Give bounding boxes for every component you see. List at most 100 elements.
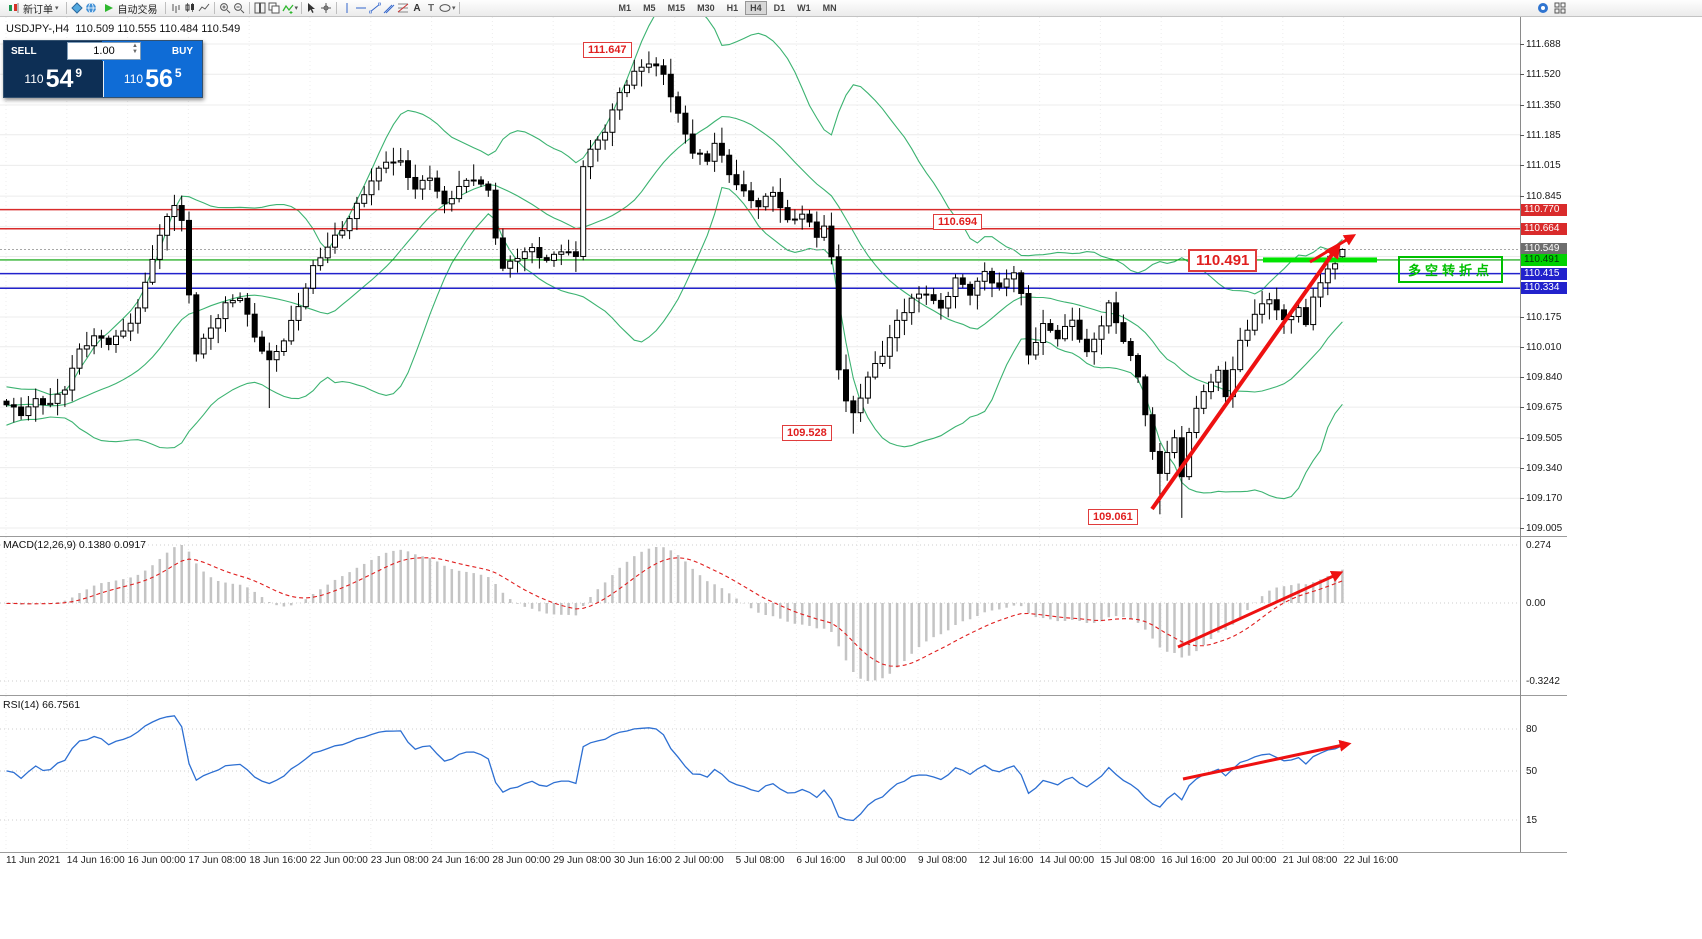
- price-annotation-label[interactable]: 111.647: [583, 42, 632, 59]
- trendline-tool[interactable]: [368, 2, 382, 15]
- candle: [1324, 268, 1331, 284]
- candle: [689, 133, 696, 154]
- pane-separator[interactable]: [0, 695, 1567, 696]
- volume-input[interactable]: 1.00 ▲ ▼: [67, 42, 141, 60]
- candle: [1069, 319, 1076, 327]
- candle: [302, 287, 309, 308]
- one-click-trading-panel[interactable]: SELL BUY 1.00 ▲ ▼ 110 54 9 110 56 5: [3, 40, 203, 98]
- candle: [580, 166, 587, 257]
- chevron-down-icon[interactable]: ▾: [294, 5, 299, 12]
- mql5-icon[interactable]: [70, 2, 84, 15]
- shapes-tool[interactable]: [438, 2, 452, 15]
- crosshair-button[interactable]: [319, 2, 333, 15]
- candle: [638, 66, 645, 72]
- new-order-button[interactable]: 新订单 ▾: [3, 1, 63, 16]
- buy-button[interactable]: 110 56 5: [102, 61, 202, 97]
- timeframe-button-H4[interactable]: H4: [745, 1, 767, 15]
- time-axis-label: 9 Jul 08:00: [918, 855, 967, 866]
- bar-chart-button[interactable]: [169, 2, 183, 15]
- pivot-highlight-segment[interactable]: [1263, 257, 1377, 263]
- price-annotation-label[interactable]: 110.694: [933, 214, 983, 231]
- zoom-in-button[interactable]: [218, 2, 232, 15]
- candle: [594, 139, 601, 150]
- line-chart-button[interactable]: [197, 2, 211, 15]
- candle: [558, 251, 565, 255]
- price-axis-tickmark: [1520, 74, 1524, 76]
- tile-windows-button[interactable]: [253, 2, 267, 15]
- grid-icon[interactable]: [1553, 1, 1567, 14]
- candle: [164, 216, 171, 236]
- timeframe-button-W1[interactable]: W1: [797, 3, 811, 13]
- time-axis-label: 11 Jun 2021: [6, 855, 61, 866]
- price-axis-tickmark: [1520, 377, 1524, 379]
- candle: [120, 330, 127, 337]
- text-tool[interactable]: A: [413, 2, 421, 14]
- price-annotation-label[interactable]: 109.528: [782, 424, 832, 441]
- candle: [952, 277, 959, 298]
- autotrading-button[interactable]: 自动交易: [98, 1, 162, 16]
- candle: [18, 406, 25, 417]
- price-axis-tick: 110.010: [1526, 341, 1562, 353]
- timeframe-button-M15[interactable]: M15: [667, 3, 686, 13]
- cursor-button[interactable]: [305, 2, 319, 15]
- indicators-button[interactable]: [281, 2, 295, 15]
- trend-arrow[interactable]: [1150, 242, 1341, 511]
- buy-price-pips: 56: [145, 64, 173, 93]
- macd-pane[interactable]: [0, 537, 1520, 695]
- price-annotation-label[interactable]: 110.491: [1188, 248, 1258, 272]
- trend-arrow[interactable]: [1309, 234, 1357, 264]
- candle: [405, 160, 411, 178]
- time-axis-label: 2 Jul 00:00: [674, 855, 724, 866]
- cascade-windows-button[interactable]: [267, 2, 281, 15]
- community-icon[interactable]: [1536, 1, 1550, 14]
- pivot-note-label[interactable]: 多空转折点: [1398, 256, 1504, 283]
- new-order-icon: [7, 2, 21, 15]
- timeframe-button-D1[interactable]: D1: [773, 3, 786, 13]
- trend-arrow[interactable]: [1177, 571, 1344, 649]
- candle: [441, 190, 448, 205]
- price-annotation-label[interactable]: 109.061: [1088, 508, 1138, 525]
- timeframe-button-M30[interactable]: M30: [697, 3, 715, 13]
- trend-arrow[interactable]: [1182, 739, 1352, 781]
- candle: [762, 195, 769, 208]
- candle: [981, 270, 988, 282]
- timeframe-button-MN[interactable]: MN: [822, 3, 837, 13]
- horizontal-line-tool[interactable]: [354, 2, 368, 15]
- candle: [171, 205, 178, 218]
- candle: [492, 189, 499, 239]
- time-axis-label: 8 Jul 00:00: [857, 855, 907, 866]
- price-chart-pane[interactable]: [0, 17, 1520, 536]
- candle: [1237, 339, 1244, 371]
- candlestick-chart-button[interactable]: [183, 2, 197, 15]
- price-axis-tick: 111.185: [1526, 129, 1561, 141]
- candle: [959, 277, 966, 285]
- chevron-down-icon[interactable]: ▾: [452, 5, 456, 12]
- macd-signal-line: [6, 557, 1343, 667]
- globe-icon[interactable]: [84, 2, 98, 15]
- candle: [748, 190, 755, 202]
- pane-separator[interactable]: [0, 536, 1567, 537]
- timeframe-button-M1[interactable]: M1: [618, 3, 632, 13]
- timeframe-button-M5[interactable]: M5: [643, 3, 656, 13]
- price-axis-tick: 109.840: [1526, 372, 1563, 384]
- label-tool[interactable]: T: [427, 2, 435, 14]
- candle: [543, 257, 550, 261]
- candle: [47, 402, 54, 406]
- timeframe-button-H1[interactable]: H1: [726, 3, 739, 13]
- fibonacci-tool[interactable]: [396, 2, 410, 15]
- candle: [1178, 437, 1185, 478]
- rsi-pane[interactable]: [0, 696, 1520, 852]
- sell-button[interactable]: 110 54 9: [4, 61, 103, 97]
- candle: [945, 296, 952, 309]
- channel-tool[interactable]: [382, 2, 396, 15]
- candle: [1244, 329, 1251, 341]
- candle: [1295, 307, 1302, 317]
- candle: [1149, 414, 1156, 452]
- candle: [806, 213, 813, 223]
- zoom-out-button[interactable]: [232, 2, 246, 15]
- volume-stepper[interactable]: ▲ ▼: [132, 43, 138, 55]
- vertical-line-tool[interactable]: [340, 2, 354, 15]
- candle: [346, 218, 353, 232]
- toolbar-separator: [213, 2, 215, 14]
